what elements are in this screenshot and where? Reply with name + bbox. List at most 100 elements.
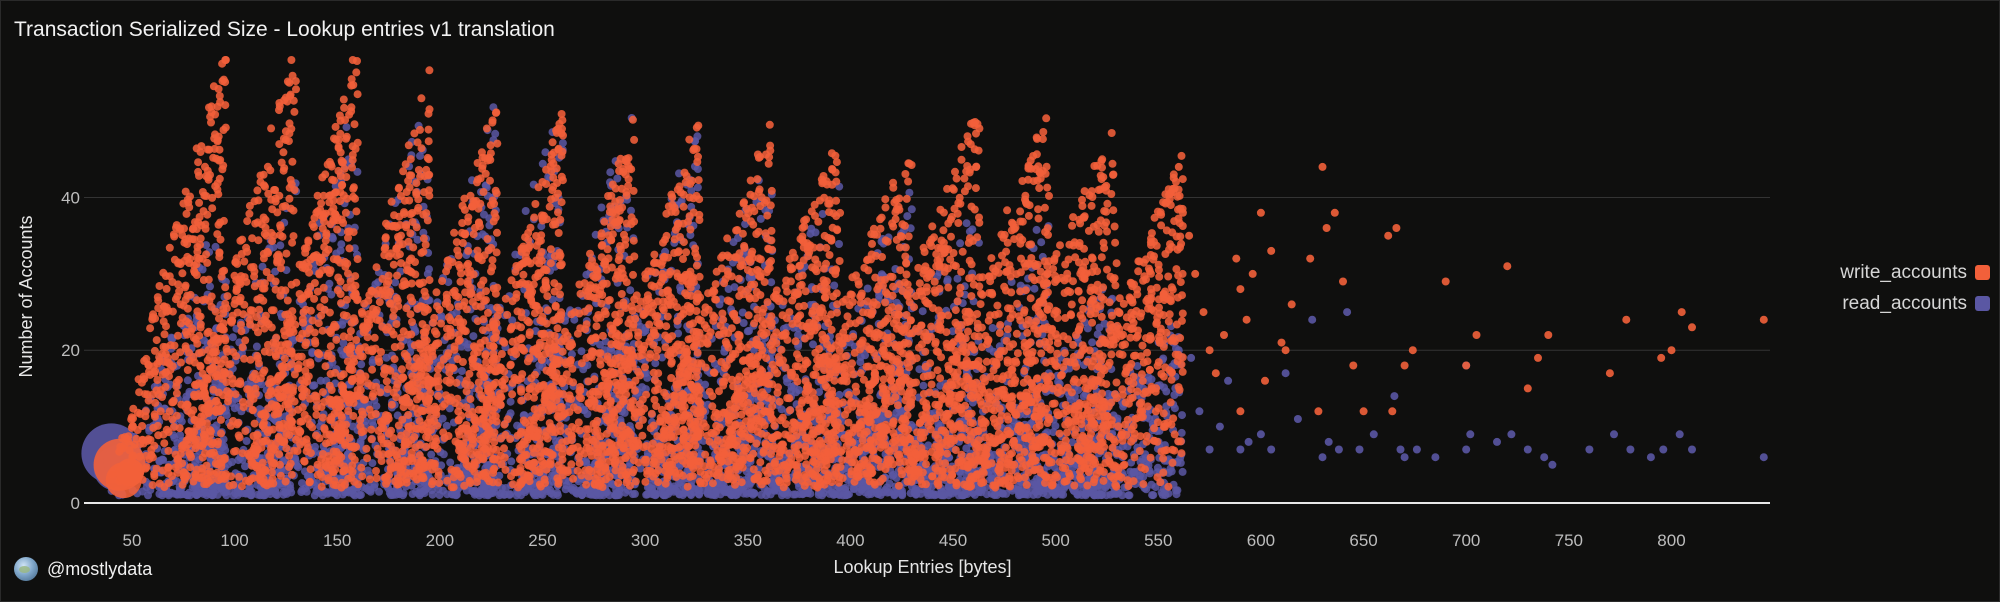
data-point-write — [301, 341, 310, 350]
data-point-write — [189, 406, 198, 415]
data-point-write — [235, 472, 243, 481]
data-point-read — [783, 491, 792, 499]
data-point-read — [500, 490, 509, 499]
data-point-read — [297, 488, 306, 496]
data-point-read — [962, 219, 971, 228]
data-point-write — [290, 107, 299, 116]
data-point-write — [152, 464, 161, 473]
data-point-write — [182, 328, 190, 336]
data-point-write — [327, 386, 336, 394]
data-point-write — [238, 343, 247, 352]
data-point-write — [215, 92, 224, 100]
data-point-write — [280, 164, 289, 173]
data-point-write — [181, 344, 190, 353]
data-point-write — [198, 188, 207, 196]
data-point-read — [549, 490, 558, 499]
data-point-write — [241, 336, 250, 345]
data-point-write — [273, 258, 282, 267]
data-point-write — [160, 439, 169, 448]
data-point-read — [1675, 430, 1684, 439]
data-point-write — [210, 144, 219, 153]
data-point-write — [288, 71, 297, 80]
data-point-read — [1343, 308, 1352, 317]
data-point-write — [173, 468, 182, 477]
data-point-write — [253, 186, 262, 195]
data-point-write — [252, 375, 261, 384]
data-point-read — [442, 421, 451, 430]
data-point-write — [155, 282, 164, 290]
data-point-write — [150, 472, 159, 481]
data-point-write — [203, 258, 212, 267]
data-point-write — [144, 360, 153, 369]
data-point-write — [204, 403, 213, 412]
data-point-write — [196, 240, 204, 249]
data-point-write — [209, 448, 218, 457]
data-point-write — [251, 389, 260, 398]
data-point-write — [286, 92, 294, 101]
data-point-write — [202, 250, 211, 259]
data-point-write — [204, 173, 213, 182]
data-point-read — [339, 339, 348, 348]
data-point-write — [129, 404, 138, 413]
data-point-read — [427, 450, 436, 459]
data-point-write — [208, 204, 217, 213]
data-point-write — [243, 385, 252, 394]
data-point-write — [221, 336, 230, 345]
data-point-read — [1400, 453, 1409, 462]
data-point-read — [1149, 491, 1158, 500]
data-point-read — [1355, 445, 1364, 454]
data-point-write — [180, 238, 189, 247]
data-point-read — [577, 347, 586, 356]
data-point-write — [222, 344, 231, 353]
data-point-write — [148, 481, 157, 490]
data-point-read — [1585, 445, 1594, 454]
data-point-read — [953, 274, 962, 283]
data-point-write — [178, 269, 187, 278]
data-point-read — [337, 240, 346, 249]
data-point-read — [1493, 437, 1501, 446]
data-point-read — [1244, 437, 1253, 446]
data-point-read — [293, 461, 301, 470]
data-point-write — [221, 123, 230, 132]
data-point-write — [229, 379, 237, 388]
data-point-write — [227, 472, 236, 481]
data-point-write — [250, 419, 259, 428]
data-point-write — [174, 375, 183, 384]
data-point-read — [217, 484, 226, 493]
data-point-read — [885, 488, 894, 497]
data-point-write — [245, 209, 254, 218]
data-point-read — [238, 455, 247, 464]
data-point-read — [209, 488, 218, 497]
data-point-read — [1308, 315, 1317, 324]
data-point-write — [266, 166, 275, 175]
data-point-read — [368, 417, 377, 426]
data-point-write — [254, 359, 263, 368]
data-point-write — [281, 202, 290, 210]
data-point-write — [213, 230, 222, 239]
data-point-read — [1030, 284, 1039, 293]
data-point-write — [221, 56, 230, 64]
data-point-read — [1032, 225, 1041, 234]
data-point-read — [957, 491, 966, 500]
data-point-write — [205, 297, 214, 305]
data-point-read — [491, 129, 500, 138]
data-point-write — [176, 358, 185, 367]
data-point-write — [143, 390, 152, 399]
data-point-write — [158, 349, 166, 358]
data-point-read — [309, 381, 317, 390]
data-point-read — [945, 483, 953, 492]
data-point-write — [185, 356, 194, 365]
data-point-read — [537, 489, 545, 498]
data-point-write — [283, 296, 292, 305]
data-point-read — [864, 490, 873, 499]
data-point-read — [271, 490, 280, 499]
data-point-write — [178, 313, 187, 322]
data-point-write — [218, 404, 227, 413]
data-point-read — [1167, 467, 1176, 476]
data-point-write — [236, 236, 245, 245]
data-point-read — [1088, 338, 1097, 347]
data-point-write — [191, 470, 200, 479]
data-point-read — [220, 442, 228, 451]
data-point-read — [228, 333, 237, 342]
data-point-read — [176, 486, 185, 495]
